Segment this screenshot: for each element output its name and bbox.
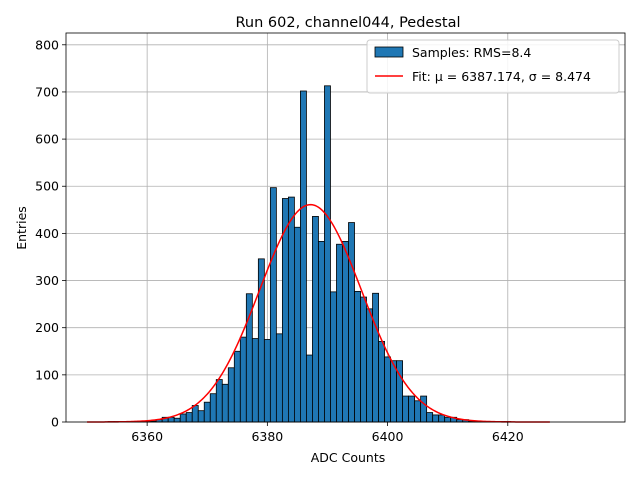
histogram-bar bbox=[348, 222, 355, 423]
axis-ticks: 6360 6380 6400 6420 0 100 200 300 400 500 600 700 80… bbox=[35, 37, 524, 444]
histogram-bar bbox=[396, 360, 404, 423]
histogram-bar bbox=[378, 340, 385, 423]
chart-title: Run 602, channel044, Pedestal bbox=[235, 15, 460, 31]
histogram-bar bbox=[287, 196, 295, 423]
histogram-bar bbox=[324, 85, 331, 423]
histogram-bar bbox=[330, 291, 337, 423]
legend-fit-label: Fit: μ = 6387.174, σ = 8.474 bbox=[412, 69, 591, 84]
histogram-bar bbox=[197, 410, 205, 423]
histogram-bar bbox=[360, 296, 367, 423]
histogram-bar bbox=[408, 395, 416, 423]
histogram-bar bbox=[426, 412, 434, 423]
histogram-bar bbox=[221, 383, 229, 423]
histogram-bar bbox=[420, 395, 428, 423]
y-tick-label: 300 bbox=[35, 273, 59, 288]
histogram-bar bbox=[354, 290, 361, 423]
histogram-bar bbox=[390, 360, 397, 423]
histogram-bar bbox=[257, 258, 265, 423]
histogram-bar bbox=[203, 401, 211, 423]
y-tick-label: 200 bbox=[35, 320, 59, 335]
histogram-bar bbox=[300, 90, 307, 423]
histogram-bar bbox=[233, 350, 241, 423]
x-tick-label: 6420 bbox=[492, 429, 524, 444]
x-tick-label: 6400 bbox=[372, 429, 404, 444]
histogram-bar bbox=[402, 395, 410, 423]
histogram-bar bbox=[318, 241, 325, 423]
histogram-bar bbox=[438, 414, 446, 423]
histogram-bar bbox=[215, 379, 223, 423]
histogram-bar bbox=[191, 405, 199, 423]
histogram-bar bbox=[294, 226, 301, 423]
histogram-bar bbox=[239, 336, 247, 423]
histogram-bar bbox=[185, 412, 193, 423]
fit-curve bbox=[87, 203, 550, 423]
legend: Samples: RMS=8.4 Fit: μ = 6387.174, σ = … bbox=[366, 39, 620, 94]
y-tick-label: 800 bbox=[35, 37, 59, 52]
histogram-bar bbox=[444, 416, 452, 423]
y-tick-label: 500 bbox=[35, 179, 59, 194]
histogram-bar bbox=[384, 356, 391, 423]
x-tick-label: 6360 bbox=[131, 429, 163, 444]
histogram-bar bbox=[227, 367, 235, 423]
histogram-bar bbox=[342, 241, 349, 423]
histogram-bar bbox=[306, 354, 313, 423]
x-axis-label: ADC Counts bbox=[311, 450, 386, 465]
y-tick-label: 400 bbox=[35, 226, 59, 241]
histogram-bar bbox=[173, 417, 181, 423]
histogram-bar bbox=[263, 339, 271, 423]
y-tick-label: 0 bbox=[51, 415, 59, 430]
histogram-bar bbox=[414, 400, 422, 423]
legend-samples-swatch bbox=[374, 46, 404, 58]
histogram-bar bbox=[366, 308, 373, 423]
histogram-bar bbox=[432, 414, 440, 423]
x-tick-label: 6380 bbox=[251, 429, 283, 444]
histogram-bar bbox=[209, 393, 217, 423]
legend-samples-label: Samples: RMS=8.4 bbox=[412, 45, 531, 60]
grid-lines bbox=[66, 33, 625, 423]
y-tick-label: 100 bbox=[35, 367, 59, 382]
histogram-bar bbox=[179, 413, 187, 423]
histogram-bars bbox=[107, 85, 512, 423]
histogram-bar bbox=[275, 333, 283, 423]
plot-frame bbox=[65, 32, 626, 423]
legend-frame bbox=[366, 39, 620, 94]
histogram-bar bbox=[312, 216, 319, 423]
histogram-bar bbox=[372, 292, 379, 423]
histogram-bar bbox=[336, 243, 343, 423]
y-axis-label: Entries bbox=[14, 206, 29, 250]
histogram-bar bbox=[269, 187, 277, 423]
y-tick-label: 700 bbox=[35, 84, 59, 99]
histogram-bar bbox=[251, 338, 259, 423]
y-tick-label: 600 bbox=[35, 132, 59, 147]
